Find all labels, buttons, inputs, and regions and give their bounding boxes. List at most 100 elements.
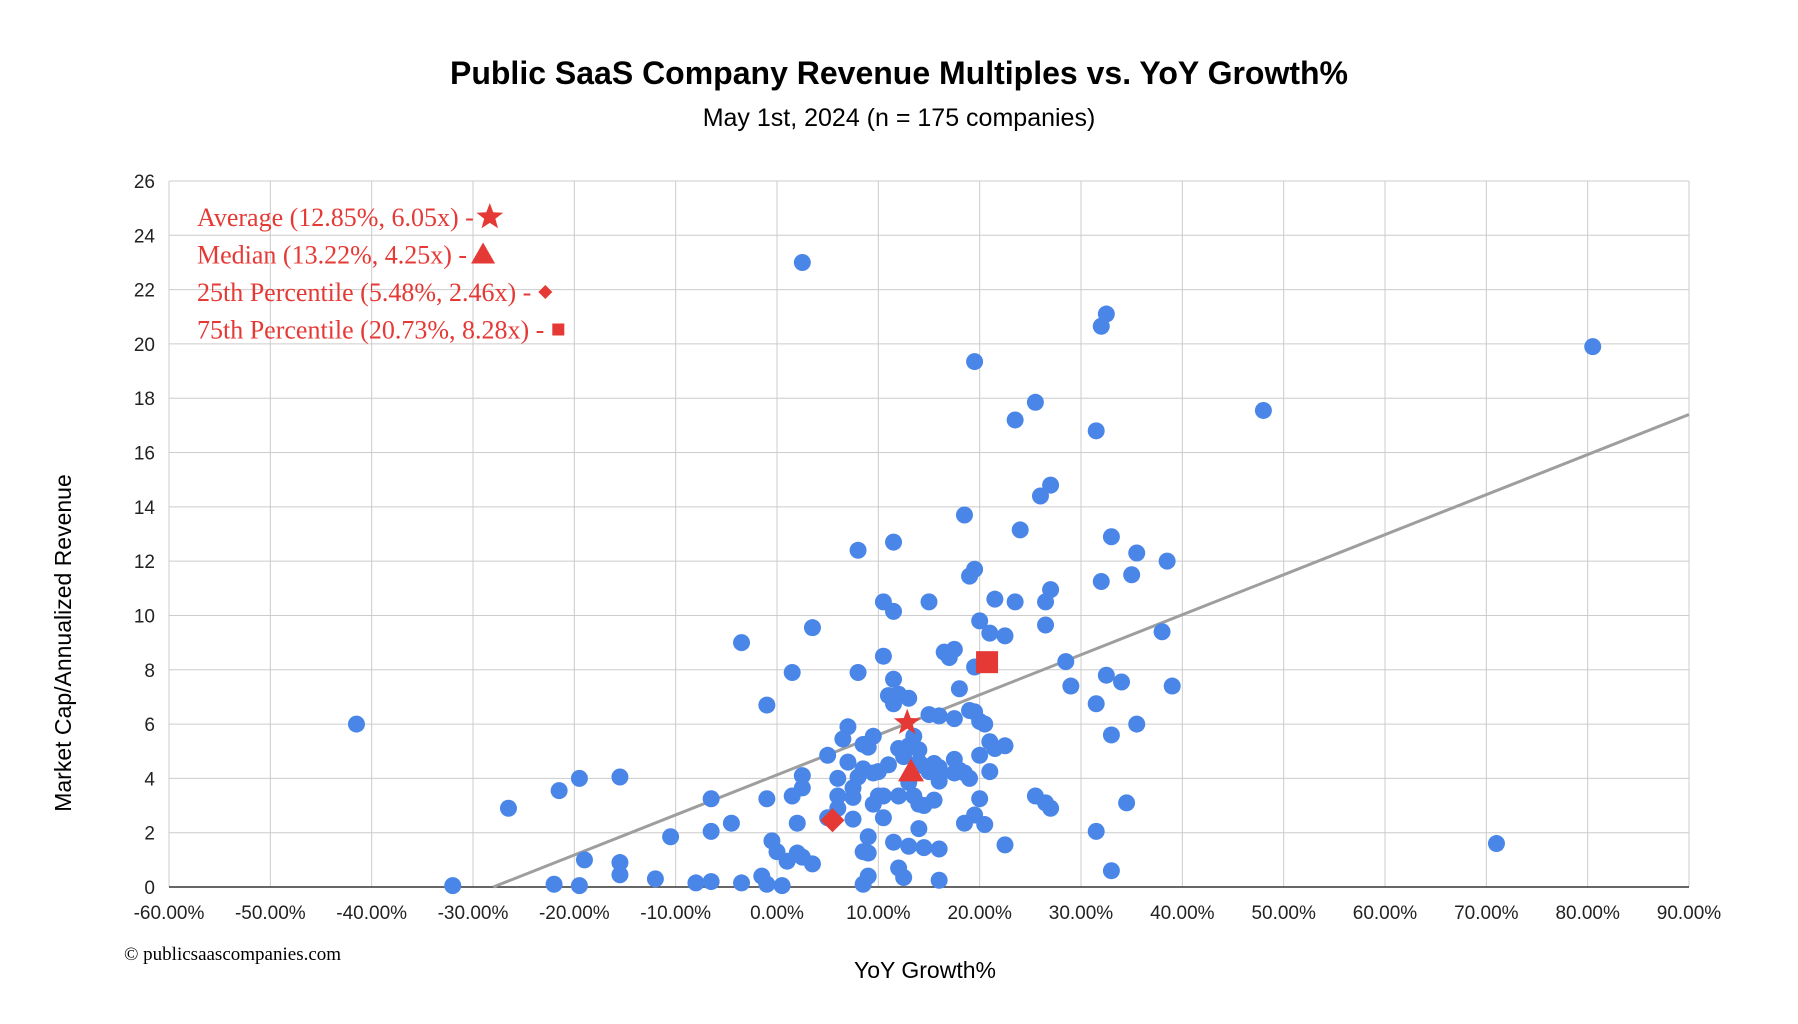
data-point xyxy=(849,663,867,681)
y-tick-label: 0 xyxy=(144,878,155,899)
triangle-marker xyxy=(897,758,924,782)
x-tick-label: 80.00% xyxy=(1555,903,1620,924)
data-point xyxy=(1123,566,1141,584)
data-point xyxy=(859,828,877,846)
data-point xyxy=(874,787,892,805)
legend-triangle-icon xyxy=(471,242,496,264)
data-point xyxy=(976,816,994,834)
data-point xyxy=(1254,401,1272,419)
y-tick-label: 18 xyxy=(134,389,155,410)
data-point xyxy=(702,822,720,840)
data-point xyxy=(1113,673,1131,691)
data-point xyxy=(783,663,801,681)
data-point xyxy=(611,768,629,786)
data-point xyxy=(900,689,918,707)
data-point xyxy=(1062,677,1080,695)
x-tick-label: -20.00% xyxy=(539,903,610,924)
data-point xyxy=(611,866,629,884)
x-tick-label: -10.00% xyxy=(640,903,711,924)
data-point xyxy=(971,612,989,630)
x-tick-label: -60.00% xyxy=(134,903,205,924)
data-point xyxy=(874,647,892,665)
data-point xyxy=(885,602,903,620)
data-point xyxy=(844,810,862,828)
data-point xyxy=(545,875,563,893)
x-tick-label: -50.00% xyxy=(235,903,306,924)
x-tick-label: -30.00% xyxy=(438,903,509,924)
x-axis-label: YoY Growth% xyxy=(854,957,996,983)
data-point xyxy=(1092,573,1110,591)
data-point xyxy=(895,868,913,886)
data-point xyxy=(1031,487,1049,505)
y-tick-label: 16 xyxy=(134,444,155,465)
data-point xyxy=(971,790,989,808)
data-point xyxy=(687,874,705,892)
y-tick-label: 2 xyxy=(144,824,155,845)
data-point xyxy=(976,715,994,733)
data-point xyxy=(885,670,903,688)
data-point xyxy=(1118,794,1136,812)
data-point xyxy=(1153,623,1171,641)
data-point xyxy=(925,791,943,809)
data-point xyxy=(950,680,968,698)
data-point xyxy=(1487,835,1505,853)
y-tick-label: 24 xyxy=(134,226,156,247)
data-point xyxy=(1011,521,1029,539)
data-point xyxy=(844,788,862,806)
x-tick-label: 50.00% xyxy=(1251,903,1316,924)
x-tick-label: 0.00% xyxy=(750,903,804,924)
data-point xyxy=(945,710,963,728)
diamond-marker xyxy=(820,808,845,833)
legend-diamond-icon xyxy=(538,285,553,299)
data-point xyxy=(733,874,751,892)
data-point xyxy=(1042,581,1060,599)
data-point xyxy=(885,833,903,851)
data-point xyxy=(905,727,923,745)
y-tick-label: 12 xyxy=(134,552,155,573)
data-point xyxy=(646,870,664,888)
data-point xyxy=(499,799,517,817)
square-marker xyxy=(976,651,999,674)
data-point xyxy=(981,763,999,781)
data-point xyxy=(829,787,847,805)
x-tick-label: -40.00% xyxy=(336,903,407,924)
y-tick-label: 26 xyxy=(134,172,155,193)
y-tick-label: 22 xyxy=(134,281,155,302)
data-point xyxy=(575,851,593,869)
data-point xyxy=(859,844,877,862)
data-point xyxy=(662,828,680,846)
data-point xyxy=(758,696,776,714)
data-point xyxy=(1128,715,1146,733)
data-point xyxy=(1097,305,1115,323)
data-point xyxy=(758,875,776,893)
x-tick-label: 70.00% xyxy=(1454,903,1519,924)
data-point xyxy=(793,253,811,271)
data-point xyxy=(996,627,1014,645)
data-point xyxy=(773,877,791,895)
highlight-markers xyxy=(820,651,999,833)
data-point xyxy=(611,854,629,872)
data-point xyxy=(915,839,933,857)
data-point xyxy=(930,707,948,725)
legend-square-icon xyxy=(552,323,565,336)
data-point xyxy=(733,634,751,652)
data-point xyxy=(955,506,973,524)
data-point xyxy=(910,820,928,838)
data-point xyxy=(879,756,897,774)
legend-entry-label: Median (13.22%, 4.25x) - xyxy=(197,241,467,270)
data-point xyxy=(702,790,720,808)
data-point xyxy=(945,640,963,658)
legend-star-icon xyxy=(476,203,504,229)
data-point xyxy=(829,769,847,787)
data-point xyxy=(849,541,867,559)
data-point xyxy=(702,873,720,891)
data-point xyxy=(1057,653,1075,671)
legend-entry-label: 75th Percentile (20.73%, 8.28x) - xyxy=(197,316,544,345)
data-point xyxy=(839,718,857,736)
data-point xyxy=(1087,822,1105,840)
copyright-notice: © publicsaascompanies.com xyxy=(124,944,341,965)
y-tick-label: 14 xyxy=(134,498,156,519)
data-point xyxy=(930,871,948,889)
data-point xyxy=(1026,393,1044,411)
